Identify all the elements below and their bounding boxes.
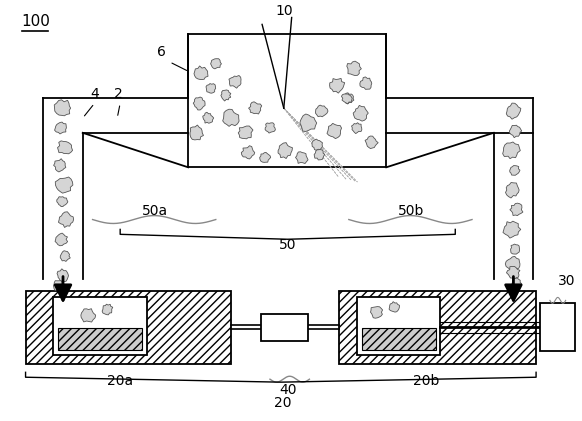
- Text: 30: 30: [558, 274, 575, 288]
- Polygon shape: [190, 125, 204, 140]
- Text: 4: 4: [91, 87, 100, 101]
- Polygon shape: [314, 149, 325, 160]
- Polygon shape: [353, 105, 368, 121]
- Polygon shape: [509, 125, 521, 138]
- Bar: [53, 297, 147, 354]
- Text: 50b: 50b: [398, 204, 424, 218]
- Polygon shape: [343, 93, 354, 104]
- Polygon shape: [506, 266, 520, 279]
- Text: 50a: 50a: [141, 204, 168, 218]
- Polygon shape: [221, 90, 231, 101]
- Polygon shape: [352, 123, 362, 133]
- Polygon shape: [503, 221, 521, 238]
- Polygon shape: [229, 75, 241, 88]
- Polygon shape: [342, 94, 352, 104]
- Text: 100: 100: [22, 14, 51, 29]
- Bar: [26, 290, 230, 365]
- Polygon shape: [81, 309, 95, 322]
- Polygon shape: [57, 269, 69, 282]
- Text: 6: 6: [157, 45, 166, 59]
- Bar: [540, 303, 574, 351]
- Polygon shape: [329, 78, 345, 93]
- Polygon shape: [510, 165, 520, 175]
- Polygon shape: [58, 141, 73, 154]
- Polygon shape: [249, 102, 262, 114]
- Polygon shape: [203, 112, 214, 123]
- Polygon shape: [347, 61, 361, 75]
- Polygon shape: [55, 122, 66, 134]
- Text: 40: 40: [279, 383, 296, 397]
- Bar: [361, 328, 435, 349]
- Bar: [339, 290, 536, 365]
- Text: 50: 50: [279, 238, 296, 252]
- Polygon shape: [265, 123, 275, 133]
- Polygon shape: [510, 244, 520, 254]
- Polygon shape: [57, 197, 68, 207]
- Polygon shape: [238, 126, 253, 139]
- Polygon shape: [327, 123, 342, 139]
- Polygon shape: [365, 136, 378, 149]
- Text: 2: 2: [114, 87, 123, 101]
- Polygon shape: [510, 203, 523, 216]
- Polygon shape: [360, 77, 372, 89]
- Polygon shape: [194, 66, 208, 80]
- Polygon shape: [296, 152, 308, 163]
- Bar: [261, 314, 308, 341]
- Bar: [357, 297, 441, 354]
- Polygon shape: [102, 304, 113, 315]
- Polygon shape: [55, 233, 68, 246]
- Polygon shape: [506, 103, 521, 119]
- Text: 10: 10: [275, 3, 293, 18]
- Polygon shape: [260, 152, 271, 163]
- Polygon shape: [512, 278, 521, 288]
- Text: 20a: 20a: [107, 374, 133, 388]
- Polygon shape: [278, 143, 293, 159]
- Polygon shape: [58, 212, 73, 227]
- Polygon shape: [371, 306, 382, 318]
- Polygon shape: [223, 109, 239, 126]
- Polygon shape: [505, 256, 520, 271]
- Polygon shape: [312, 139, 322, 150]
- Polygon shape: [300, 114, 317, 131]
- Polygon shape: [61, 251, 70, 261]
- Text: 20b: 20b: [413, 374, 439, 388]
- Polygon shape: [54, 281, 63, 291]
- Polygon shape: [242, 146, 255, 159]
- Polygon shape: [315, 105, 328, 117]
- Polygon shape: [54, 100, 70, 116]
- Polygon shape: [54, 159, 66, 172]
- Polygon shape: [503, 142, 520, 159]
- Bar: [58, 328, 142, 349]
- Polygon shape: [193, 97, 205, 110]
- Polygon shape: [506, 182, 519, 198]
- Polygon shape: [211, 59, 221, 69]
- Polygon shape: [389, 302, 399, 312]
- Polygon shape: [55, 177, 73, 193]
- Text: 20: 20: [274, 396, 292, 410]
- Polygon shape: [206, 84, 216, 93]
- Bar: [188, 34, 386, 167]
